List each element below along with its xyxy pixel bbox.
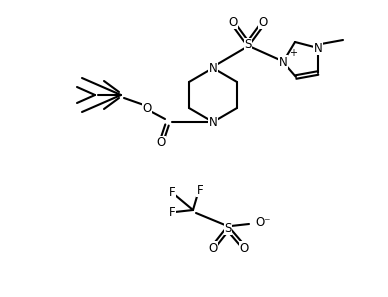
Text: O: O: [208, 241, 218, 255]
Text: O⁻: O⁻: [255, 216, 270, 228]
Text: N: N: [279, 56, 288, 69]
Text: N: N: [314, 42, 322, 55]
Text: O: O: [156, 137, 166, 149]
Text: N: N: [209, 61, 217, 75]
Text: O: O: [229, 15, 237, 29]
Text: O: O: [258, 15, 268, 29]
Text: O: O: [239, 241, 249, 255]
Text: F: F: [197, 184, 203, 197]
Text: N: N: [209, 116, 217, 129]
Text: F: F: [169, 186, 175, 198]
Text: O: O: [142, 102, 152, 115]
Text: F: F: [169, 206, 175, 219]
Text: +: +: [289, 48, 297, 58]
Text: S: S: [224, 222, 232, 235]
Text: S: S: [244, 39, 252, 51]
